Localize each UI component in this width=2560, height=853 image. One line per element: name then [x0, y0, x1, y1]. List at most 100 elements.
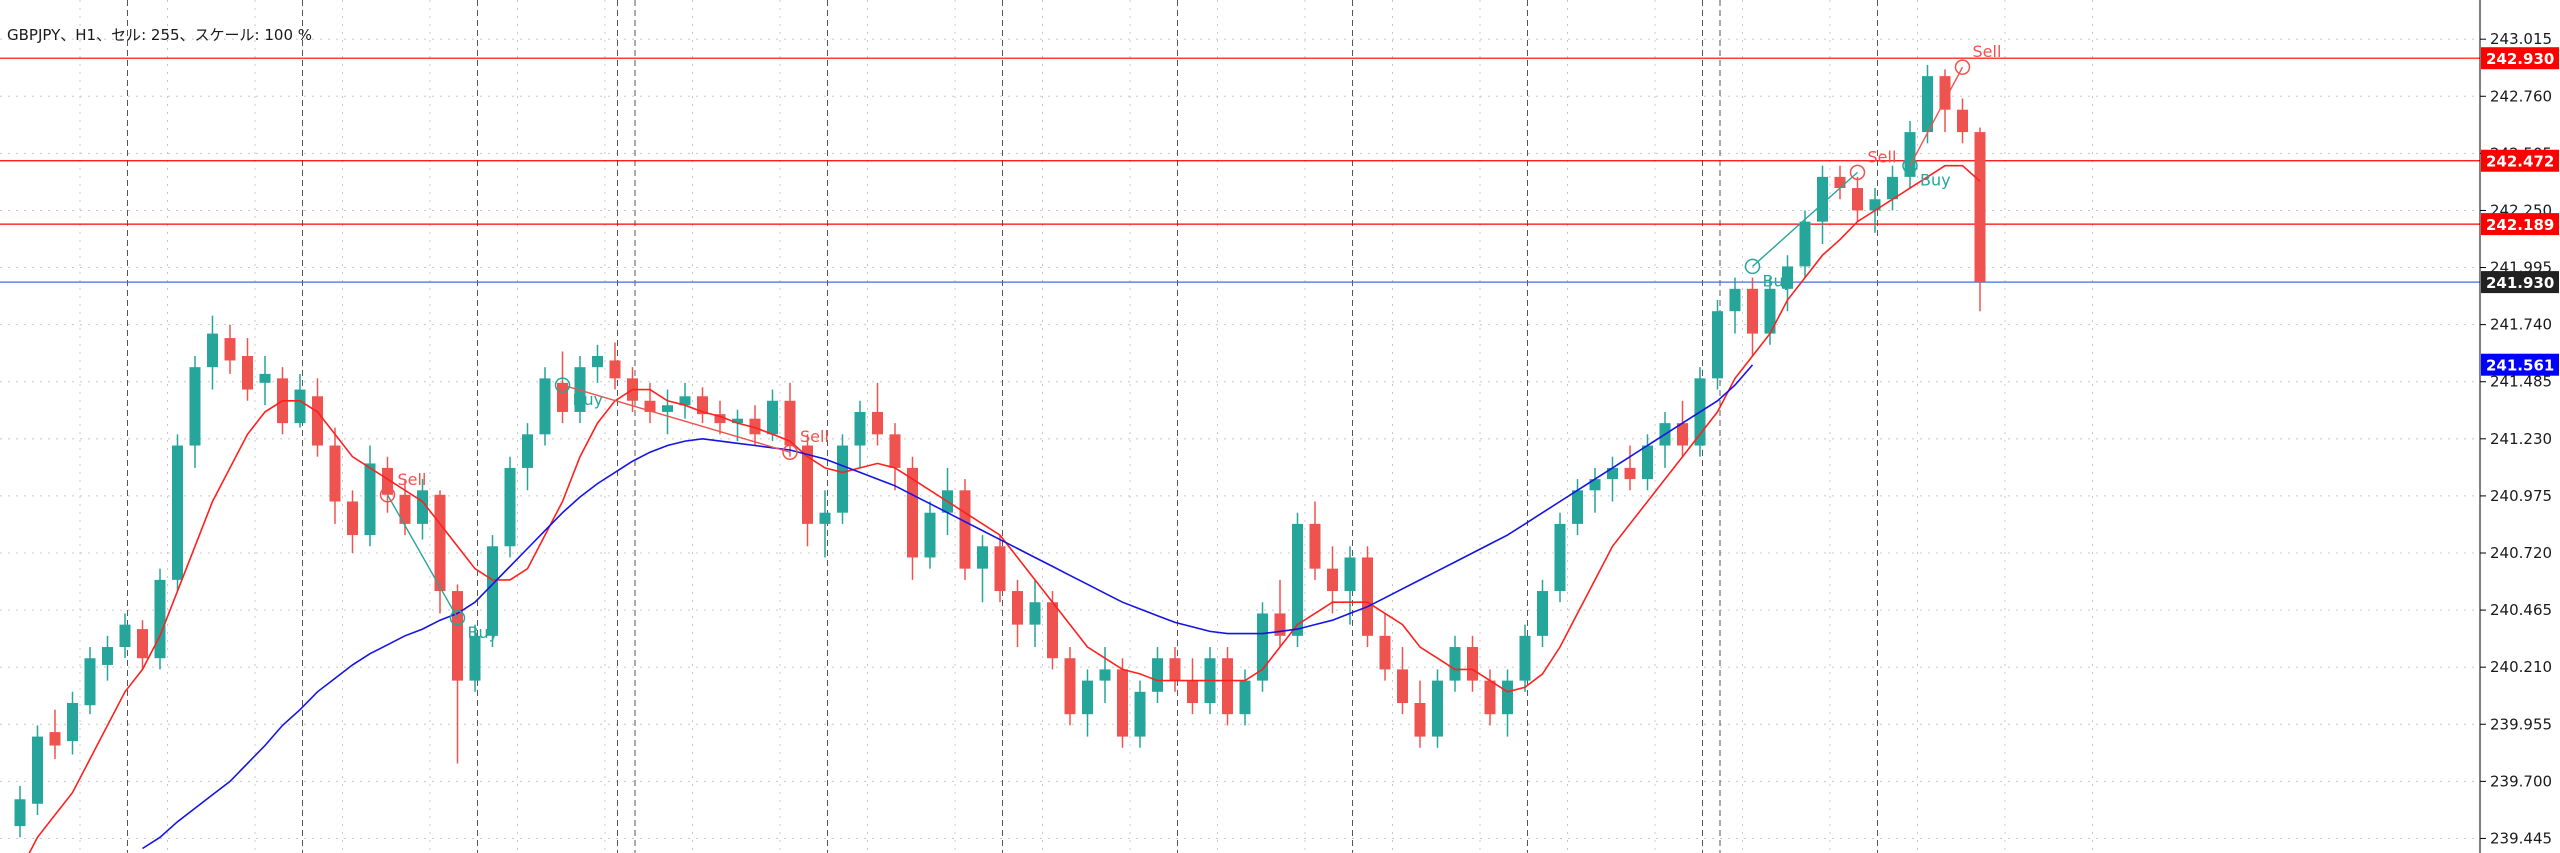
- candle-body[interactable]: [1922, 76, 1933, 133]
- buy-signal-marker[interactable]: [1744, 258, 1761, 275]
- candle-body[interactable]: [67, 702, 78, 742]
- candle-body[interactable]: [1187, 680, 1198, 703]
- candle-body[interactable]: [487, 546, 498, 636]
- buy-signal-marker[interactable]: [449, 610, 466, 626]
- buy-signal-marker[interactable]: [554, 377, 571, 393]
- candle-body[interactable]: [1222, 658, 1233, 715]
- candle-body[interactable]: [1099, 669, 1111, 681]
- candle-body[interactable]: [1379, 635, 1391, 670]
- candle-body[interactable]: [1327, 568, 1338, 592]
- candle-body[interactable]: [154, 579, 166, 659]
- candle-body[interactable]: [592, 355, 603, 368]
- candle-body[interactable]: [609, 360, 621, 379]
- candle-body[interactable]: [679, 396, 691, 406]
- candle-body[interactable]: [1029, 602, 1041, 625]
- candle-body[interactable]: [189, 367, 201, 446]
- candle-body[interactable]: [1817, 176, 1828, 222]
- horizontal-levels[interactable]: [0, 57, 2480, 283]
- candle-body[interactable]: [417, 490, 428, 524]
- candle-body[interactable]: [714, 414, 726, 424]
- candle-body[interactable]: [312, 396, 323, 446]
- candle-body[interactable]: [539, 378, 551, 435]
- candle-body[interactable]: [399, 494, 411, 524]
- candle-body[interactable]: [382, 467, 393, 495]
- candle-body[interactable]: [1607, 467, 1618, 480]
- candle-body[interactable]: [242, 355, 253, 390]
- candle-body[interactable]: [32, 736, 43, 804]
- candle-body[interactable]: [907, 467, 918, 558]
- candle-body[interactable]: [924, 512, 936, 558]
- candle-body[interactable]: [977, 546, 988, 569]
- candle-body[interactable]: [732, 418, 743, 424]
- candle-body[interactable]: [1344, 557, 1356, 592]
- candle-body[interactable]: [784, 400, 796, 446]
- candle-body[interactable]: [1467, 647, 1478, 681]
- candle-body[interactable]: [172, 445, 183, 580]
- buy-signal-marker[interactable]: [1902, 157, 1918, 174]
- candle-body[interactable]: [137, 629, 148, 659]
- candle-body[interactable]: [1502, 680, 1513, 715]
- candle-body[interactable]: [1974, 132, 1986, 283]
- candle-body[interactable]: [1869, 199, 1881, 211]
- candle-body[interactable]: [1782, 266, 1793, 289]
- candle-body[interactable]: [959, 490, 971, 569]
- candle-body[interactable]: [994, 546, 1006, 592]
- candle-body[interactable]: [1677, 423, 1688, 446]
- candle-body[interactable]: [469, 635, 481, 681]
- candle-body[interactable]: [1432, 680, 1443, 737]
- candle-body[interactable]: [1554, 523, 1566, 592]
- candle-body[interactable]: [49, 732, 61, 746]
- candle-body[interactable]: [1852, 188, 1863, 211]
- candle-body[interactable]: [1484, 680, 1496, 715]
- candle-body[interactable]: [1887, 176, 1898, 200]
- candle-body[interactable]: [1134, 691, 1146, 737]
- candle-body[interactable]: [1274, 613, 1286, 636]
- candle-body[interactable]: [854, 411, 866, 446]
- candle-body[interactable]: [434, 494, 446, 592]
- candle-body[interactable]: [259, 373, 271, 383]
- candle-body[interactable]: [329, 445, 341, 502]
- candle-body[interactable]: [1292, 523, 1303, 636]
- candle-body[interactable]: [1449, 647, 1461, 681]
- candle-body[interactable]: [889, 434, 901, 468]
- candle-body[interactable]: [1747, 288, 1758, 334]
- candle-body[interactable]: [1169, 658, 1181, 681]
- candle-body[interactable]: [1257, 613, 1268, 681]
- sell-signal-marker[interactable]: [1954, 59, 1971, 75]
- candle-body[interactable]: [207, 333, 218, 368]
- candle-body[interactable]: [1239, 680, 1251, 715]
- candle-body[interactable]: [1047, 602, 1058, 659]
- candle-body[interactable]: [1589, 479, 1601, 491]
- candle-body[interactable]: [1904, 132, 1916, 177]
- candle-body[interactable]: [1729, 288, 1741, 312]
- candle-body[interactable]: [1939, 76, 1951, 110]
- sell-signal-marker[interactable]: [379, 487, 396, 503]
- candle-body[interactable]: [1064, 658, 1076, 715]
- candle-body[interactable]: [557, 382, 568, 412]
- candle-body[interactable]: [1362, 557, 1373, 636]
- candle-body[interactable]: [364, 463, 376, 536]
- candle-body[interactable]: [1799, 221, 1811, 267]
- candle-body[interactable]: [662, 405, 673, 412]
- candle-body[interactable]: [102, 647, 113, 665]
- candle-body[interactable]: [1537, 591, 1548, 636]
- candle-body[interactable]: [1764, 288, 1776, 334]
- candle-body[interactable]: [837, 445, 848, 513]
- candle-body[interactable]: [522, 434, 533, 468]
- candle-body[interactable]: [504, 467, 516, 547]
- signal-markers[interactable]: Buy Sell Buy Sell Buy Sell Buy Sell: [379, 42, 2002, 642]
- candle-body[interactable]: [14, 799, 26, 827]
- candle-body[interactable]: [1642, 445, 1653, 480]
- candle-body[interactable]: [1957, 109, 1968, 133]
- candle-body[interactable]: [1012, 591, 1023, 625]
- candle-body[interactable]: [1834, 176, 1846, 189]
- candle-body[interactable]: [224, 338, 236, 361]
- candle-body[interactable]: [644, 400, 656, 412]
- candle-body[interactable]: [872, 411, 883, 435]
- candle-body[interactable]: [802, 445, 813, 524]
- candle-body[interactable]: [84, 658, 96, 706]
- sell-signal-marker[interactable]: [782, 444, 798, 460]
- candle-body[interactable]: [1572, 490, 1583, 524]
- candle-body[interactable]: [1082, 680, 1093, 715]
